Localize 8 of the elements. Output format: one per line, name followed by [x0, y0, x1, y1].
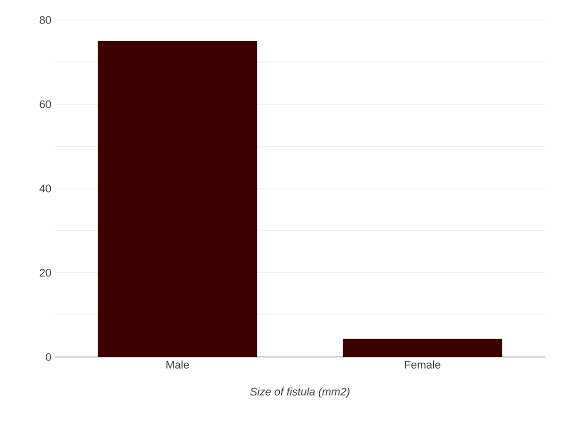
y-tick-label: 20: [40, 268, 52, 277]
y-tick-label: 40: [39, 184, 52, 192]
y-tick-label: 0: [46, 353, 52, 361]
x-axis-title: Size of fistula (mm2): [250, 387, 350, 398]
x-tick-label: Female: [405, 360, 440, 369]
y-tick-label: 60: [40, 100, 52, 108]
x-tick-label: Male: [166, 360, 189, 369]
y-tick-label: 80: [40, 16, 52, 24]
